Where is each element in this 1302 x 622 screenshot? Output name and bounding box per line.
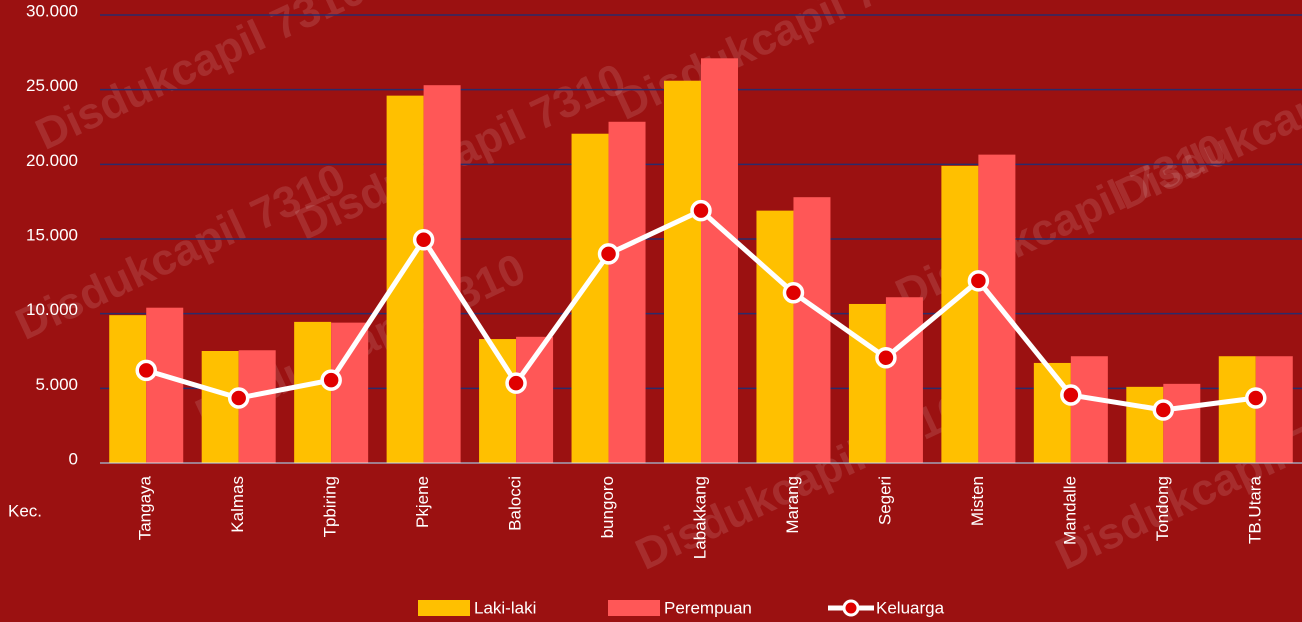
x-tick-label: Segeri (875, 476, 894, 525)
x-tick-label: bungoro (598, 476, 617, 538)
y-tick-label: 25.000 (26, 76, 78, 95)
bar (701, 58, 738, 463)
line-marker (412, 228, 435, 251)
legend-label: Keluarga (876, 598, 945, 617)
bar (331, 322, 369, 463)
bar (885, 297, 923, 463)
legend-swatch (608, 600, 660, 616)
x-tick-label: Labakkang (690, 476, 709, 559)
bar (423, 85, 461, 463)
bar (1255, 356, 1293, 463)
line-marker (875, 346, 897, 369)
x-tick-label: Mandalle (1060, 476, 1079, 545)
bar (664, 80, 701, 463)
bar (386, 95, 424, 463)
x-tick-label: Kalmas (228, 476, 247, 533)
legend-label: Perempuan (664, 598, 752, 617)
line-marker (1245, 387, 1267, 409)
x-tick-label: Pkjene (413, 476, 432, 528)
bar (1218, 356, 1256, 463)
bar (1070, 356, 1108, 463)
x-tick-label: Misten (968, 476, 987, 526)
bar (109, 315, 147, 463)
x-tick-label: Marang (783, 476, 802, 534)
x-tick-label: Tondong (1153, 476, 1172, 541)
y-tick-label: 0 (69, 449, 78, 468)
bar (201, 351, 239, 463)
bar (146, 307, 184, 463)
legend-swatch (842, 599, 860, 617)
line-marker (967, 270, 990, 292)
bar (608, 121, 646, 464)
bar (793, 197, 831, 464)
legend-label: Laki-laki (474, 598, 536, 617)
bar (1163, 383, 1201, 463)
bar (941, 165, 979, 463)
bar (756, 210, 794, 463)
bar (1033, 362, 1071, 463)
x-tick-label: Balocci (506, 476, 525, 531)
y-tick-label: 15.000 (26, 225, 78, 244)
line-marker (782, 282, 805, 304)
bar (848, 303, 886, 463)
legend-swatch (418, 600, 470, 616)
line-marker (597, 243, 620, 265)
y-tick-label: 30.000 (26, 1, 78, 20)
y-tick-label: 5.000 (35, 375, 78, 394)
x-tick-label: TB.Utara (1245, 475, 1264, 544)
line-marker (1060, 384, 1082, 406)
line-marker (320, 369, 342, 391)
x-tick-label: Tpbiring (321, 476, 340, 537)
x-tick-label: Tangaya (136, 475, 155, 540)
x-axis-label: Kec. (8, 501, 42, 520)
bar (978, 154, 1016, 464)
y-tick-label: 10.000 (26, 300, 78, 319)
line-marker (227, 387, 250, 409)
bar (294, 321, 332, 463)
bar (1126, 386, 1164, 463)
bar (479, 339, 517, 463)
line-marker (505, 372, 527, 394)
line-marker (690, 199, 712, 222)
line-marker (1152, 399, 1175, 421)
y-tick-label: 20.000 (26, 151, 78, 170)
line-marker (135, 359, 157, 382)
